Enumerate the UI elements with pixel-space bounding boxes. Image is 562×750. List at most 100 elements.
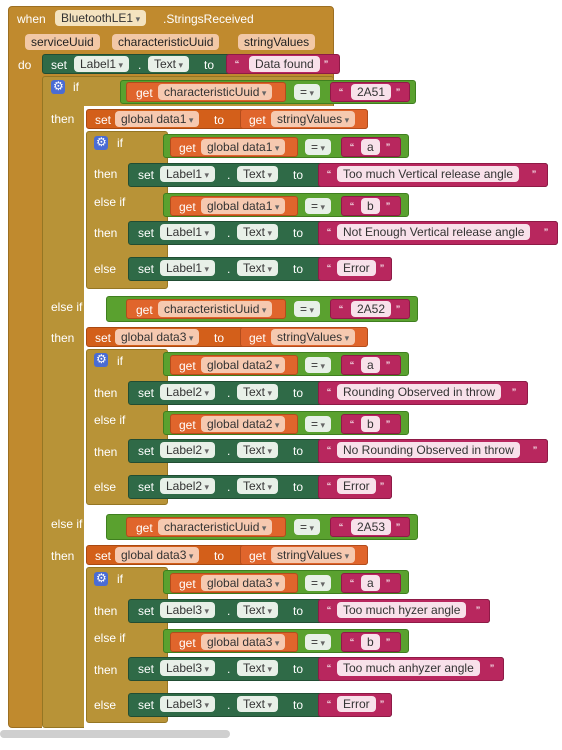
then-keyword: then <box>94 604 118 618</box>
equals-operator-dropdown[interactable]: = <box>305 634 332 650</box>
var-global-data2[interactable]: global data2 <box>201 416 286 432</box>
quote-open: “ <box>327 480 331 494</box>
component-label1-dropdown[interactable]: Label1 <box>74 56 130 72</box>
text-value[interactable]: No Rounding Observed in throw <box>337 442 520 458</box>
else-keyword: else <box>94 698 117 712</box>
component-label-dropdown[interactable]: Label1 <box>160 224 216 240</box>
var-characteristic-uuid[interactable]: characteristicUuid <box>158 519 273 535</box>
uuid-2a51-value[interactable]: 2A51 <box>351 84 392 100</box>
property-text-dropdown[interactable]: Text <box>237 224 279 240</box>
component-label-dropdown[interactable]: Label2 <box>160 478 216 494</box>
param-string-values[interactable]: stringValues <box>238 34 316 50</box>
component-label-dropdown[interactable]: Label1 <box>160 166 216 182</box>
text-b-value[interactable]: b <box>361 198 380 214</box>
dot-separator: . <box>227 226 231 240</box>
then-keyword: then <box>94 226 118 240</box>
component-label-dropdown[interactable]: Label3 <box>160 602 216 618</box>
property-text-dropdown[interactable]: Text <box>237 166 279 182</box>
var-global-data1[interactable]: global data1 <box>201 198 286 214</box>
property-text-dropdown[interactable]: Text <box>237 602 279 618</box>
equals-operator-dropdown[interactable]: = <box>294 301 321 317</box>
component-label-dropdown[interactable]: Label2 <box>160 384 216 400</box>
var-global-data3[interactable]: global data3 <box>115 547 200 563</box>
equals-operator-dropdown[interactable]: = <box>294 519 321 535</box>
horizontal-scrollbar[interactable] <box>0 730 230 738</box>
set-keyword: set <box>138 386 155 400</box>
quote-close: ” <box>544 226 548 240</box>
quote-open: “ <box>327 262 331 276</box>
do-keyword: do <box>18 58 32 72</box>
text-a-value[interactable]: a <box>361 575 380 591</box>
equals-operator-dropdown[interactable]: = <box>305 357 332 373</box>
text-b-value[interactable]: b <box>361 416 380 432</box>
text-error-value[interactable]: Error <box>337 260 376 276</box>
property-text-dropdown[interactable]: Text <box>237 384 279 400</box>
quote-open: “ <box>327 168 331 182</box>
text-b-value[interactable]: b <box>361 634 380 650</box>
quote-close: ” <box>386 577 390 591</box>
quote-close: ” <box>476 604 480 618</box>
equals-operator-dropdown[interactable]: = <box>305 139 332 155</box>
component-label-dropdown[interactable]: Label1 <box>160 260 216 276</box>
var-global-data2[interactable]: global data2 <box>201 357 286 373</box>
mutator-gear-icon[interactable] <box>94 352 108 367</box>
quote-open: “ <box>350 141 354 155</box>
text-value[interactable]: Too much anhyzer angle <box>337 660 480 676</box>
param-service-uuid[interactable]: serviceUuid <box>25 34 100 50</box>
var-string-values[interactable]: stringValues <box>271 329 356 345</box>
equals-operator-dropdown[interactable]: = <box>305 198 332 214</box>
var-global-data3[interactable]: global data3 <box>115 329 200 345</box>
mutator-gear-icon[interactable] <box>94 135 108 150</box>
text-value[interactable]: Too much hyzer angle <box>337 602 467 618</box>
equals-operator-dropdown[interactable]: = <box>294 84 321 100</box>
dot-separator: . <box>227 444 231 458</box>
property-text-dropdown[interactable]: Text <box>237 660 279 676</box>
text-value[interactable]: Too much Vertical release angle <box>337 166 520 182</box>
property-text-dropdown[interactable]: Text <box>237 442 279 458</box>
quote-close: ” <box>386 359 390 373</box>
component-label-dropdown[interactable]: Label3 <box>160 660 216 676</box>
uuid-2a52-value[interactable]: 2A52 <box>351 301 392 317</box>
quote-open: “ <box>339 303 343 317</box>
property-text-dropdown[interactable]: Text <box>237 260 279 276</box>
text-value[interactable]: Not Enough Vertical release angle <box>337 224 531 240</box>
to-keyword: to <box>293 386 304 400</box>
else-if-keyword: else if <box>51 517 83 531</box>
if-keyword: if <box>117 354 123 368</box>
mutator-gear-icon[interactable] <box>51 79 65 94</box>
var-string-values[interactable]: stringValues <box>271 547 356 563</box>
get-keyword: get <box>179 577 196 591</box>
var-global-data3[interactable]: global data3 <box>201 575 286 591</box>
var-string-values[interactable]: stringValues <box>271 111 356 127</box>
uuid-2a53-value[interactable]: 2A53 <box>351 519 392 535</box>
var-global-data3[interactable]: global data3 <box>201 634 286 650</box>
component-dropdown[interactable]: BluetoothLE1 <box>55 10 147 26</box>
text-error-value[interactable]: Error <box>337 696 376 712</box>
var-characteristic-uuid[interactable]: characteristicUuid <box>158 301 273 317</box>
text-value[interactable]: Rounding Observed in throw <box>337 384 502 400</box>
var-characteristic-uuid[interactable]: characteristicUuid <box>158 84 273 100</box>
quote-close: ” <box>396 521 400 535</box>
component-label-dropdown[interactable]: Label2 <box>160 442 216 458</box>
dot-separator: . <box>227 168 231 182</box>
property-text-dropdown[interactable]: Text <box>237 696 279 712</box>
to-keyword: to <box>293 226 304 240</box>
equals-operator-dropdown[interactable]: = <box>305 416 332 432</box>
text-a-value[interactable]: a <box>361 357 380 373</box>
text-error-value[interactable]: Error <box>337 478 376 494</box>
property-text-dropdown[interactable]: Text <box>237 478 279 494</box>
var-global-data1[interactable]: global data1 <box>115 111 200 127</box>
property-text-dropdown[interactable]: Text <box>148 56 190 72</box>
set-keyword: set <box>138 604 155 618</box>
equals-operator-dropdown[interactable]: = <box>305 575 332 591</box>
text-a-value[interactable]: a <box>361 139 380 155</box>
else-if-keyword: else if <box>94 413 126 427</box>
component-label-dropdown[interactable]: Label3 <box>160 696 216 712</box>
mutator-gear-icon[interactable] <box>94 571 108 586</box>
text-value[interactable]: Data found <box>249 56 320 72</box>
var-global-data1[interactable]: global data1 <box>201 139 286 155</box>
quote-close: ” <box>380 262 384 276</box>
quote-open: “ <box>327 226 331 240</box>
param-characteristic-uuid[interactable]: characteristicUuid <box>112 34 220 50</box>
